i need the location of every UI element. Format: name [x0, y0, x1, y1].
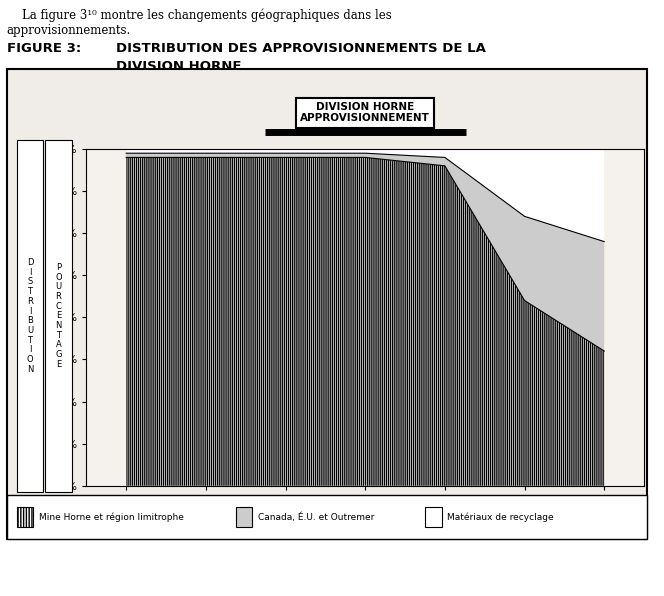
Text: D
I
S
T
R
I
B
U
T
I
O
N: D I S T R I B U T I O N: [27, 258, 33, 374]
Text: FIGURE 3:: FIGURE 3:: [7, 42, 81, 55]
Text: DIVISION HORNE
APPROVISIONNEMENT: DIVISION HORNE APPROVISIONNEMENT: [300, 102, 430, 123]
X-axis label: PÉRIODES: PÉRIODES: [334, 509, 396, 519]
Text: DISTRIBUTION DES APPROVISIONNEMENTS DE LA: DISTRIBUTION DES APPROVISIONNEMENTS DE L…: [116, 42, 486, 55]
Text: approvisionnements.: approvisionnements.: [7, 24, 131, 37]
Text: La figure 3¹⁰ montre les changements géographiques dans les: La figure 3¹⁰ montre les changements géo…: [7, 9, 391, 23]
Text: Matériaux de recyclage: Matériaux de recyclage: [447, 513, 554, 522]
Text: P
O
U
R
C
E
N
T
A
G
E: P O U R C E N T A G E: [55, 263, 62, 369]
Text: Mine Horne et région limitrophe: Mine Horne et région limitrophe: [39, 513, 183, 522]
Text: Canada, É.U. et Outremer: Canada, É.U. et Outremer: [258, 513, 374, 522]
Text: DIVISION HORNE: DIVISION HORNE: [116, 60, 242, 73]
